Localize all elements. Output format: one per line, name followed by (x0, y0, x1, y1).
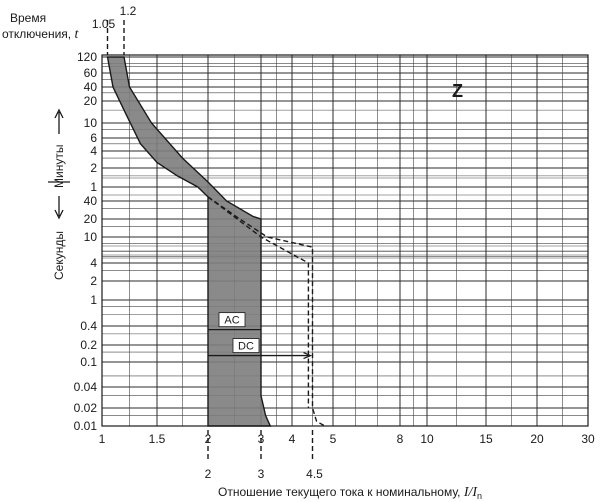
y-tick-label: 0.1 (80, 355, 97, 369)
x-tick-label: 20 (530, 432, 544, 446)
y-tick-label: 40 (84, 194, 98, 208)
y-tick-label: 20 (84, 212, 98, 226)
trip-band (106, 56, 272, 427)
y-tick-label: 0.2 (80, 338, 97, 352)
y-tick-label: 120 (77, 50, 97, 64)
y-tick-label: 4 (90, 256, 97, 270)
x-tick-label: 4 (289, 432, 296, 446)
bottom-marker-label: 4.5 (306, 467, 323, 481)
y-tick-label: 2 (90, 161, 97, 175)
y-axis-seconds-label: Секунды (52, 231, 66, 280)
top-marker-label: 1.2 (120, 4, 137, 18)
axis-layer: 1206040201064214020104210.40.20.10.040.0… (74, 4, 595, 481)
y-tick-label: 2 (90, 274, 97, 288)
dc-dashed-inner-curve (207, 196, 310, 408)
y-axis-title-line2: отключения, t (2, 27, 79, 42)
x-axis-title-sub: n (477, 491, 482, 501)
seconds-arrow-icon (54, 196, 64, 220)
y-tick-label: 0.4 (80, 319, 97, 333)
dc-label-box (232, 338, 260, 353)
x-tick-label: 1.5 (149, 432, 166, 446)
y-tick-label: 4 (90, 144, 97, 158)
x-tick-label: 15 (479, 432, 493, 446)
dc-arrow-head-icon (303, 351, 313, 360)
y-tick-label: 0.02 (74, 401, 98, 415)
dc-label: DC (238, 341, 254, 353)
y-axis-title-var: t (74, 27, 79, 42)
x-axis-title: Отношение текущего тока к номинальному, … (218, 485, 482, 501)
y-tick-label: 0.04 (74, 380, 98, 394)
y-tick-label: 0.01 (74, 419, 98, 433)
top-marker-label: 1.05 (92, 17, 116, 31)
bottom-marker-label: 3 (258, 467, 265, 481)
curve-label-z: Z (452, 81, 463, 101)
y-tick-label: 10 (84, 230, 98, 244)
ac-label-box (218, 312, 246, 328)
dc-dashed-curve (207, 196, 326, 427)
x-tick-label: 30 (581, 432, 595, 446)
y-tick-label: 40 (84, 80, 98, 94)
x-tick-label: 5 (330, 432, 337, 446)
y-axis-minutes-label: Минуты (52, 145, 66, 188)
grid (101, 55, 589, 427)
y-tick-label: 1 (90, 293, 97, 307)
y-tick-label: 20 (84, 94, 98, 108)
x-axis-title-var: I/I (463, 485, 479, 500)
ac-label: AC (224, 315, 239, 327)
y-tick-label: 1 (90, 180, 97, 194)
y-axis-title-line1: Время (10, 11, 46, 25)
y-tick-label: 10 (84, 116, 98, 130)
x-tick-label: 10 (420, 432, 434, 446)
plot-frame (101, 54, 589, 427)
x-tick-label: 8 (397, 432, 404, 446)
minutes-arrow-icon (54, 108, 64, 134)
y-tick-label: 6 (90, 131, 97, 145)
x-tick-label: 1 (99, 432, 106, 446)
y-tick-label: 60 (84, 66, 98, 80)
bottom-marker-label: 2 (205, 467, 212, 481)
trip-band-layer: AC DC (106, 56, 326, 427)
